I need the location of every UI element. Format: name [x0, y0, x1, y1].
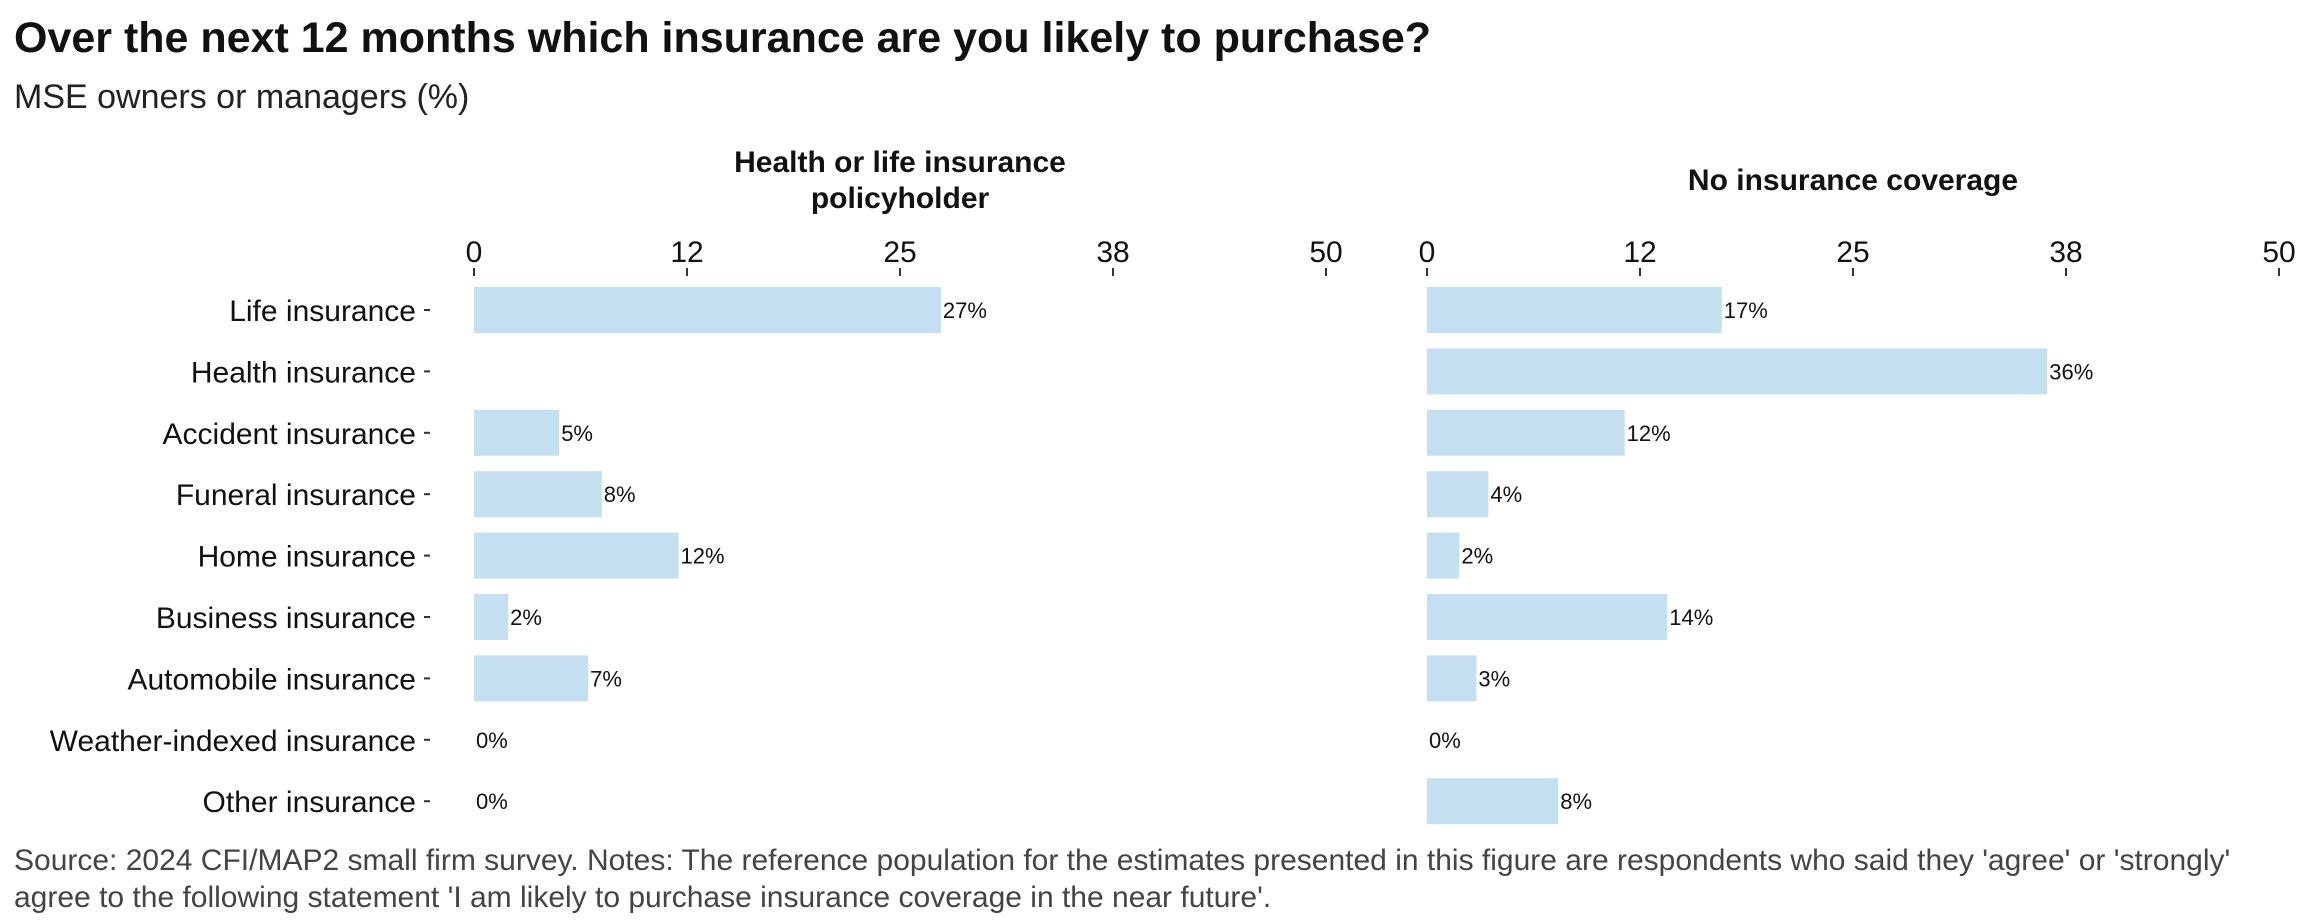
data-label: 2%	[510, 605, 542, 630]
data-label: 8%	[1560, 789, 1592, 814]
category-label: Home insurance	[198, 541, 416, 574]
data-label: 14%	[1669, 605, 1713, 630]
data-label: 36%	[2049, 359, 2093, 384]
chart-title: Over the next 12 months which insurance …	[14, 14, 1432, 62]
panel-title: No insurance coverage	[1688, 164, 2018, 197]
x-tick-label: 25	[1836, 236, 1869, 269]
bar	[474, 594, 509, 640]
bar	[1427, 471, 1489, 518]
bar	[1427, 594, 1668, 640]
bar	[474, 655, 589, 702]
x-tick-label: 12	[670, 236, 703, 269]
bar	[1427, 348, 2048, 395]
data-label: 0%	[476, 728, 508, 753]
data-label: 27%	[943, 298, 987, 323]
x-tick-label: 50	[2262, 236, 2295, 269]
category-label: Business insurance	[156, 602, 416, 635]
category-label: Accident insurance	[163, 418, 416, 451]
x-tick-label: 38	[1096, 236, 1129, 269]
data-label: 4%	[1490, 482, 1522, 507]
category-label: Life insurance	[229, 295, 416, 328]
source-note: Source: 2024 CFI/MAP2 small firm survey.…	[14, 844, 2231, 914]
x-tick-label: 50	[1309, 236, 1342, 269]
bar	[474, 287, 941, 333]
x-tick-label: 38	[2049, 236, 2082, 269]
data-label: 3%	[1478, 666, 1510, 691]
panel-title: policyholder	[811, 182, 990, 215]
category-label: Health insurance	[191, 356, 416, 389]
bar	[1427, 409, 1625, 456]
category-label: Funeral insurance	[176, 479, 416, 512]
category-label: Other insurance	[203, 786, 416, 819]
bar	[474, 532, 679, 579]
x-tick-label: 12	[1623, 236, 1656, 269]
data-label: 12%	[680, 544, 724, 569]
data-label: 17%	[1724, 298, 1768, 323]
x-tick-label: 0	[466, 236, 483, 269]
data-label: 2%	[1461, 544, 1493, 569]
x-tick-label: 25	[883, 236, 916, 269]
bar	[474, 471, 602, 518]
data-label: 5%	[561, 421, 593, 446]
category-label: Automobile insurance	[127, 663, 416, 696]
data-label: 0%	[1429, 728, 1461, 753]
bar	[1427, 532, 1460, 579]
chart-subtitle: MSE owners or managers (%)	[14, 78, 470, 116]
data-label: 7%	[590, 666, 622, 691]
category-label: Weather-indexed insurance	[50, 725, 416, 758]
bar	[1427, 655, 1477, 702]
bar	[1427, 287, 1722, 333]
data-label: 8%	[604, 482, 636, 507]
data-label: 12%	[1627, 421, 1671, 446]
bar	[474, 409, 560, 456]
panel-title: Health or life insurance	[734, 146, 1066, 179]
bar	[1427, 778, 1559, 825]
x-tick-label: 0	[1419, 236, 1436, 269]
data-label: 0%	[476, 789, 508, 814]
